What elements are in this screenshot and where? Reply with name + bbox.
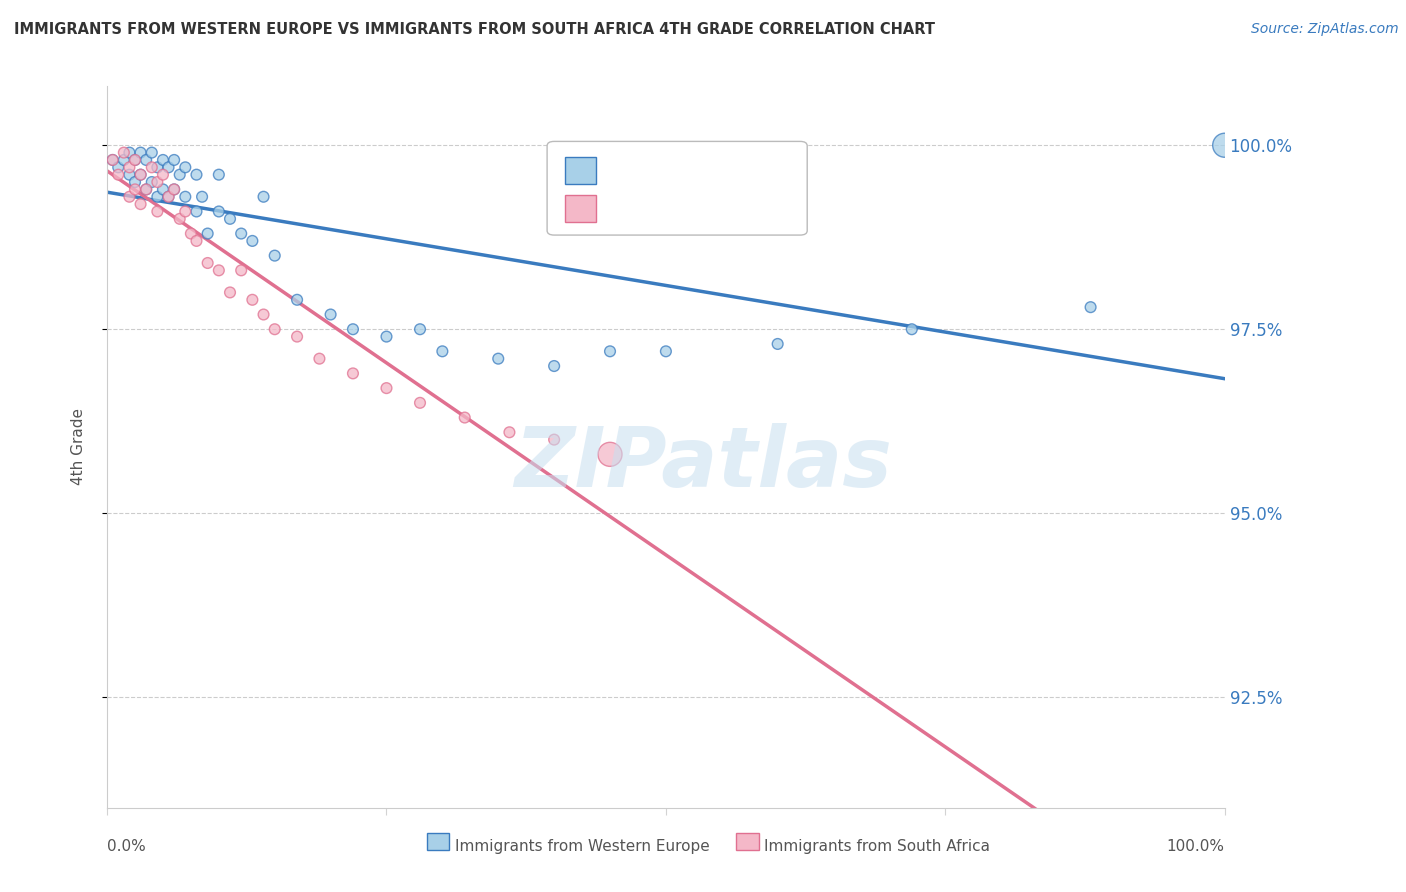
Point [101, 153, 124, 167]
Point [118, 168, 141, 182]
Point [141, 161, 163, 175]
Point [409, 322, 432, 336]
Point [174, 190, 197, 204]
Text: R = 0.342   N = 36: R = 0.342 N = 36 [605, 199, 789, 217]
Point [124, 153, 146, 167]
Point [900, 322, 922, 336]
Point [186, 168, 208, 182]
Point [375, 381, 398, 395]
Point [231, 227, 253, 241]
Point [486, 351, 509, 366]
Point [208, 263, 231, 277]
Point [208, 204, 231, 219]
Point [163, 182, 186, 196]
Point [146, 204, 169, 219]
Point [152, 153, 174, 167]
Point [135, 182, 157, 196]
Point [543, 433, 565, 447]
Point [118, 145, 141, 160]
Point [285, 293, 308, 307]
Point [129, 197, 152, 211]
Text: Source: ZipAtlas.com: Source: ZipAtlas.com [1251, 22, 1399, 37]
Point [174, 204, 197, 219]
Point [219, 285, 242, 300]
Text: 100.0%: 100.0% [1167, 838, 1225, 854]
Point [319, 308, 342, 322]
Point [129, 168, 152, 182]
Point [375, 329, 398, 343]
Point [146, 161, 169, 175]
Point [240, 234, 263, 248]
Point [146, 190, 169, 204]
Point [118, 161, 141, 175]
Point [252, 190, 274, 204]
Point [599, 447, 621, 461]
Point [197, 227, 219, 241]
Text: Immigrants from South Africa: Immigrants from South Africa [765, 838, 990, 854]
Point [285, 329, 308, 343]
Point [163, 153, 186, 167]
Text: Immigrants from Western Europe: Immigrants from Western Europe [456, 838, 710, 854]
Point [124, 175, 146, 189]
Point [135, 153, 157, 167]
Point [432, 344, 454, 359]
Point [231, 263, 253, 277]
Point [112, 153, 135, 167]
Point [101, 153, 124, 167]
Point [135, 182, 157, 196]
Point [308, 351, 330, 366]
Point [163, 182, 186, 196]
Point [263, 249, 285, 263]
Point [655, 344, 678, 359]
Point [107, 161, 129, 175]
Point [112, 145, 135, 160]
Point [240, 293, 263, 307]
Point [124, 182, 146, 196]
Point [186, 204, 208, 219]
Point [118, 190, 141, 204]
Text: ZIPatlas: ZIPatlas [515, 424, 891, 504]
Point [124, 153, 146, 167]
Point [454, 410, 477, 425]
Point [146, 175, 169, 189]
Point [766, 337, 789, 351]
Point [152, 168, 174, 182]
Point [498, 425, 520, 440]
Point [543, 359, 565, 373]
Point [186, 234, 208, 248]
Point [219, 211, 242, 226]
Point [342, 367, 364, 381]
Point [169, 211, 191, 226]
Point [599, 344, 621, 359]
Point [263, 322, 285, 336]
Point [342, 322, 364, 336]
Point [157, 190, 180, 204]
Point [129, 145, 152, 160]
Point [169, 168, 191, 182]
Point [129, 168, 152, 182]
Point [1080, 300, 1102, 314]
Point [208, 168, 231, 182]
Point [152, 182, 174, 196]
Text: R = 0.476   N = 49: R = 0.476 N = 49 [605, 162, 789, 180]
Point [107, 168, 129, 182]
Point [174, 161, 197, 175]
Point [252, 308, 274, 322]
Point [191, 190, 214, 204]
Text: 0.0%: 0.0% [107, 838, 146, 854]
Point [1213, 138, 1236, 153]
Point [409, 396, 432, 410]
Point [141, 175, 163, 189]
Point [157, 190, 180, 204]
Point [197, 256, 219, 270]
Point [157, 161, 180, 175]
Point [141, 145, 163, 160]
Text: IMMIGRANTS FROM WESTERN EUROPE VS IMMIGRANTS FROM SOUTH AFRICA 4TH GRADE CORRELA: IMMIGRANTS FROM WESTERN EUROPE VS IMMIGR… [14, 22, 935, 37]
Point [180, 227, 202, 241]
Y-axis label: 4th Grade: 4th Grade [72, 409, 86, 485]
